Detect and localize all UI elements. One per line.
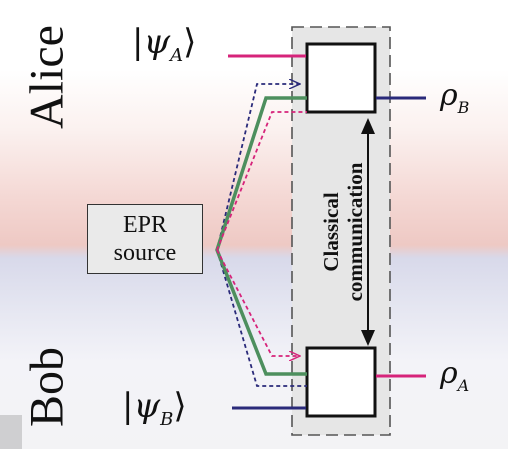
navy-dotted-path-bottom <box>216 249 307 387</box>
ket-angle: ⟩ <box>183 22 197 62</box>
classical-line1: Classical <box>319 192 343 272</box>
corner-shade <box>0 415 22 449</box>
bob-label: Bob <box>20 346 74 428</box>
psi-a-ket: |ψA⟩ <box>132 22 196 66</box>
ket-bar: | <box>122 386 134 426</box>
ket-angle: ⟩ <box>173 386 187 426</box>
epr-label-line2: source <box>113 240 177 266</box>
classical-line2: communication <box>343 162 367 302</box>
psi-symbol: ψ <box>133 386 161 426</box>
rho-symbol: ρ <box>440 78 458 113</box>
rho-symbol: ρ <box>440 356 458 391</box>
psi-symbol: ψ <box>143 22 171 62</box>
navy-dotted-path-top <box>216 84 300 251</box>
epr-label-line1: EPR <box>122 212 167 238</box>
epr-source-box: EPR source <box>87 204 203 274</box>
magenta-dotted-path-bottom <box>216 249 300 356</box>
psi-b-subscript: B <box>160 409 174 430</box>
classical-arrow-head-bottom <box>361 330 375 346</box>
bob-box <box>305 346 377 418</box>
magenta-dotted-path-top <box>216 111 307 251</box>
classical-arrow-head-top <box>361 118 375 134</box>
rho-b-subscript: B <box>457 98 470 117</box>
ket-bar: | <box>132 22 144 62</box>
alice-box <box>305 42 377 114</box>
rho-b-label: ρB <box>440 78 469 117</box>
psi-a-subscript: A <box>170 45 184 66</box>
rho-a-subscript: A <box>457 376 470 395</box>
rho-a-label: ρA <box>440 356 469 395</box>
classical-communication-label: Classical communication <box>313 121 373 343</box>
alice-label: Alice <box>20 25 74 129</box>
psi-b-ket: |ψB⟩ <box>122 386 187 430</box>
